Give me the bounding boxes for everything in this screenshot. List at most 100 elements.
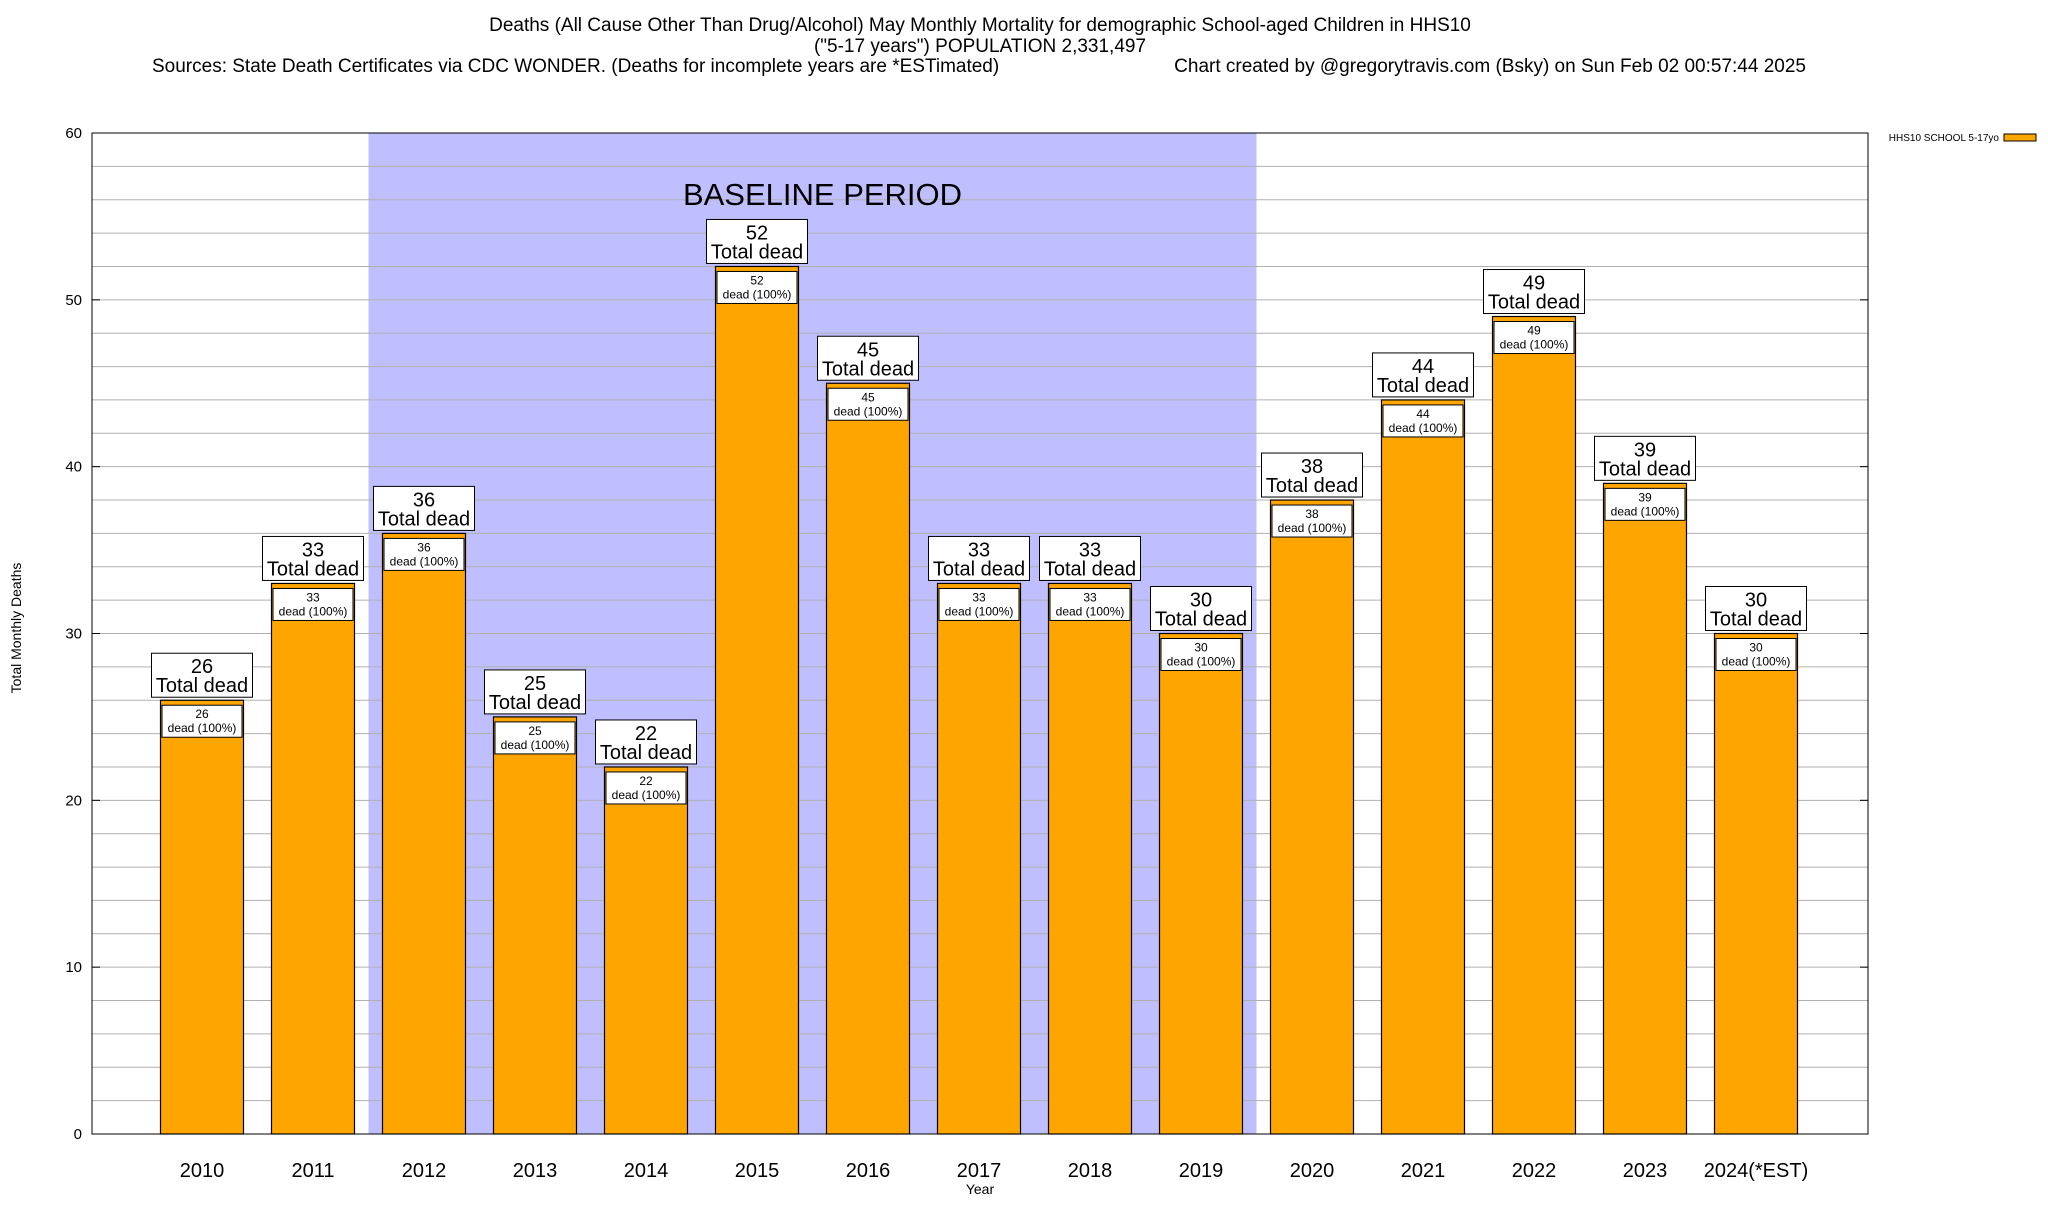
x-tick-label: 2023 bbox=[1623, 1160, 1668, 1182]
bar-inner-label-box bbox=[1160, 638, 1242, 671]
bar-total-text-label: Total dead bbox=[378, 508, 470, 530]
bar-inner-percent-label: dead (100%) bbox=[1611, 504, 1680, 518]
bar-2015 bbox=[714, 265, 800, 1135]
x-tick-label: 2018 bbox=[1068, 1160, 1113, 1182]
bar-total-value-label: 26 bbox=[191, 656, 213, 678]
bar-total-value-label: 52 bbox=[746, 222, 768, 244]
legend-label: HHS10 SCHOOL 5-17yo bbox=[1889, 133, 2000, 144]
chart-title-line-1: Deaths (All Cause Other Than Drug/Alcoho… bbox=[489, 15, 1471, 36]
x-tick-label: 2013 bbox=[513, 1160, 558, 1182]
baseline-period-label: BASELINE PERIOD bbox=[683, 177, 962, 212]
y-tick-label: 10 bbox=[65, 959, 82, 976]
bar-total-value-label: 33 bbox=[968, 539, 990, 561]
bar-total-label-box bbox=[706, 218, 808, 264]
bar-2013 bbox=[492, 716, 578, 1135]
bar-inner-label-box bbox=[161, 704, 243, 738]
chart-credit-text: Chart created by @gregorytravis.com (Bsk… bbox=[1174, 56, 1806, 77]
bar-total-value-label: 25 bbox=[524, 673, 546, 695]
bar-total-text-label: Total dead bbox=[711, 241, 803, 263]
bar-inner-percent-label: dead (100%) bbox=[1500, 338, 1569, 352]
bar-total-text-label: Total dead bbox=[1377, 375, 1469, 397]
bar-total-text-label: Total dead bbox=[933, 558, 1025, 580]
x-tick-label: 2010 bbox=[180, 1160, 225, 1182]
y-tick-label: 20 bbox=[65, 792, 82, 809]
bar-total-label-box bbox=[1483, 269, 1585, 315]
bar-inner-value-label: 33 bbox=[1083, 590, 1097, 604]
y-tick-label: 50 bbox=[65, 292, 82, 309]
bar-total-value-label: 22 bbox=[635, 723, 657, 745]
bar-total-text-label: Total dead bbox=[1488, 292, 1580, 314]
bar-inner-percent-label: dead (100%) bbox=[279, 604, 348, 618]
bar-inner-value-label: 25 bbox=[528, 724, 542, 738]
bar-2010 bbox=[159, 699, 245, 1135]
bar-inner-percent-label: dead (100%) bbox=[945, 604, 1014, 618]
bar-inner-value-label: 52 bbox=[750, 273, 764, 287]
bar-inner-percent-label: dead (100%) bbox=[1278, 521, 1347, 535]
x-tick-label: 2022 bbox=[1512, 1160, 1557, 1182]
x-tick-label: 2024(*EST) bbox=[1704, 1160, 1809, 1182]
bar-2021 bbox=[1380, 399, 1466, 1135]
bar-2018 bbox=[1047, 582, 1133, 1135]
plot-area: BASELINE PERIOD 0 10 20 30 40 50 60 26 dead (100%… bbox=[65, 125, 1869, 1182]
y-tick-label: 0 bbox=[74, 1126, 82, 1143]
bar-inner-label-box bbox=[1271, 504, 1353, 538]
bar-total-value-label: 44 bbox=[1412, 356, 1434, 378]
x-tick-label: 2017 bbox=[957, 1160, 1002, 1182]
bar-inner-percent-label: dead (100%) bbox=[501, 738, 570, 752]
y-tick-label: 40 bbox=[65, 459, 82, 476]
bar-total-value-label: 30 bbox=[1190, 590, 1212, 612]
bar-2022 bbox=[1491, 315, 1577, 1135]
bar-2017 bbox=[936, 582, 1022, 1135]
bar-inner-value-label: 49 bbox=[1527, 324, 1541, 338]
bar-total-label-box bbox=[151, 652, 253, 698]
bar-inner-percent-label: dead (100%) bbox=[1722, 655, 1791, 669]
chart-title-line-2: ("5-17 years") POPULATION 2,331,497 bbox=[814, 36, 1146, 57]
bar-total-text-label: Total dead bbox=[1266, 475, 1358, 497]
bar-inner-percent-label: dead (100%) bbox=[1167, 655, 1236, 669]
bar-2012 bbox=[381, 532, 467, 1135]
bar-inner-label-box bbox=[605, 771, 687, 805]
bar-2023 bbox=[1602, 482, 1688, 1135]
bar-total-label-box bbox=[928, 535, 1030, 581]
bar-total-value-label: 38 bbox=[1301, 456, 1323, 478]
x-tick-label: 2012 bbox=[402, 1160, 447, 1182]
bar-inner-label-box bbox=[494, 721, 576, 755]
bar-total-text-label: Total dead bbox=[489, 692, 581, 714]
x-tick-label: 2014 bbox=[624, 1160, 669, 1182]
bar-total-label-box bbox=[1705, 586, 1807, 631]
bar-total-text-label: Total dead bbox=[267, 558, 359, 580]
bar-total-label-box bbox=[373, 485, 475, 531]
bar-inner-value-label: 44 bbox=[1416, 407, 1430, 421]
chart-sources-text: Sources: State Death Certificates via CD… bbox=[152, 56, 999, 77]
bar-inner-label-box bbox=[827, 387, 909, 421]
bar-total-value-label: 49 bbox=[1523, 273, 1545, 295]
bar-inner-value-label: 22 bbox=[639, 774, 653, 788]
bar-inner-value-label: 45 bbox=[861, 390, 875, 404]
bar-total-value-label: 33 bbox=[1079, 539, 1101, 561]
bar-total-text-label: Total dead bbox=[156, 675, 248, 697]
bar-inner-label-box bbox=[1382, 404, 1464, 438]
x-tick-label: 2020 bbox=[1290, 1160, 1335, 1182]
x-tick-label: 2011 bbox=[291, 1160, 334, 1182]
bar-inner-value-label: 36 bbox=[417, 540, 431, 554]
bar-total-value-label: 39 bbox=[1634, 439, 1656, 461]
bar-2011 bbox=[270, 582, 356, 1135]
bar-2019 bbox=[1158, 632, 1244, 1135]
bar-inner-percent-label: dead (100%) bbox=[612, 788, 681, 802]
bar-inner-percent-label: dead (100%) bbox=[390, 554, 459, 568]
bar-total-value-label: 45 bbox=[857, 339, 879, 361]
bar-total-label-box bbox=[1039, 535, 1141, 581]
x-tick-label: 2021 bbox=[1401, 1160, 1446, 1182]
bar-inner-value-label: 33 bbox=[306, 590, 320, 604]
bar-2016 bbox=[825, 382, 911, 1135]
y-tick-label: 30 bbox=[65, 626, 82, 643]
bar-inner-label-box bbox=[383, 537, 465, 571]
y-tick-label: 60 bbox=[65, 125, 82, 142]
bar-inner-label-box bbox=[1604, 487, 1686, 521]
bar-total-text-label: Total dead bbox=[600, 742, 692, 764]
bar-inner-percent-label: dead (100%) bbox=[1056, 604, 1125, 618]
bar-inner-percent-label: dead (100%) bbox=[1389, 421, 1458, 435]
bar-inner-value-label: 38 bbox=[1305, 507, 1319, 521]
